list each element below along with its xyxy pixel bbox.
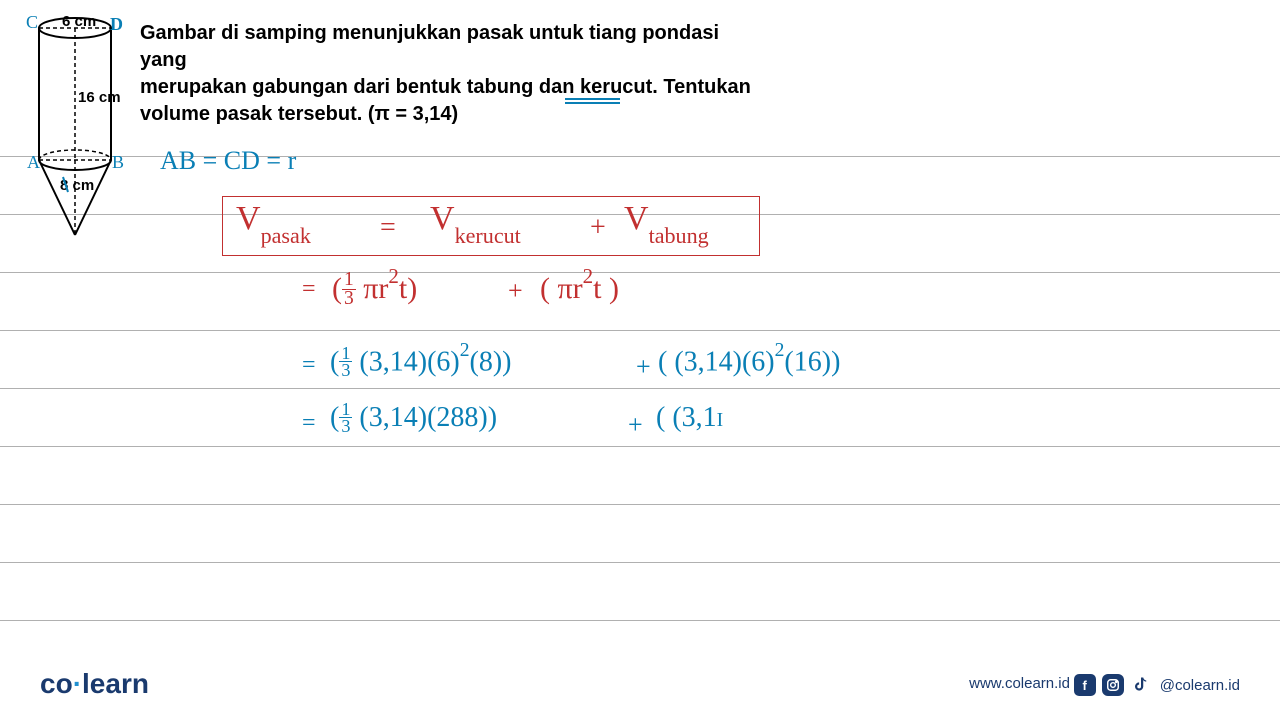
label-top-radius: 6 cm	[62, 13, 96, 30]
formula-plus1: +	[590, 212, 606, 244]
point-label-a: A	[27, 152, 40, 173]
formula-vkerucut: Vkerucut	[430, 200, 521, 243]
work-line3-eq: =	[302, 352, 316, 379]
work-line4-part2: ( (3,1I	[656, 402, 723, 434]
work-line4-eq: =	[302, 410, 316, 437]
formula-vpasak: Vpasak	[236, 200, 311, 243]
work-line4-plus: +	[628, 410, 643, 440]
label-cyl-height: 16 cm	[78, 89, 121, 106]
facebook-icon: f	[1074, 674, 1096, 696]
point-label-b: B	[112, 152, 124, 173]
instagram-icon	[1102, 674, 1124, 696]
point-label-c: C	[26, 12, 38, 33]
point-label-d: D	[110, 14, 123, 35]
work-line2-part2: ( πr2t )	[540, 268, 619, 306]
problem-line2: merupakan gabungan dari bentuk tabung da…	[140, 76, 751, 98]
work-line3-part1: (13 (3,14)(6)2(8))	[330, 344, 512, 381]
problem-line1: Gambar di samping menunjukkan pasak untu…	[140, 22, 719, 71]
formula-vtabung: Vtabung	[624, 200, 709, 243]
tiktok-icon	[1130, 674, 1152, 696]
work-line4-part1: (13 (3,14)(288))	[330, 402, 497, 436]
work-line2-part1: (13 πr2t)	[332, 268, 417, 309]
work-line3-plus: +	[636, 352, 651, 382]
social-icons: f @colearn.id	[1074, 674, 1240, 696]
work-line3-part2: ( (3,14)(6)2(16))	[658, 344, 840, 378]
annotation-abcd: AB = CD = r	[160, 146, 296, 176]
footer-url: www.colearn.id	[969, 675, 1070, 692]
problem-statement: Gambar di samping menunjukkan pasak untu…	[140, 20, 760, 128]
pi-underline-mark	[565, 98, 620, 106]
work-line2-plus: +	[508, 276, 523, 306]
work-line2-eq: =	[302, 276, 316, 303]
brand-logo: co·learn	[40, 668, 149, 700]
formula-eq1: =	[380, 212, 396, 244]
footer: co·learn www.colearn.id f @colearn.id	[0, 660, 1280, 700]
problem-line3: volume pasak tersebut. (π = 3,14)	[140, 103, 458, 125]
geometry-diagram: 6 cm 16 cm 8 cm	[20, 10, 130, 250]
social-handle: @colearn.id	[1160, 677, 1240, 694]
